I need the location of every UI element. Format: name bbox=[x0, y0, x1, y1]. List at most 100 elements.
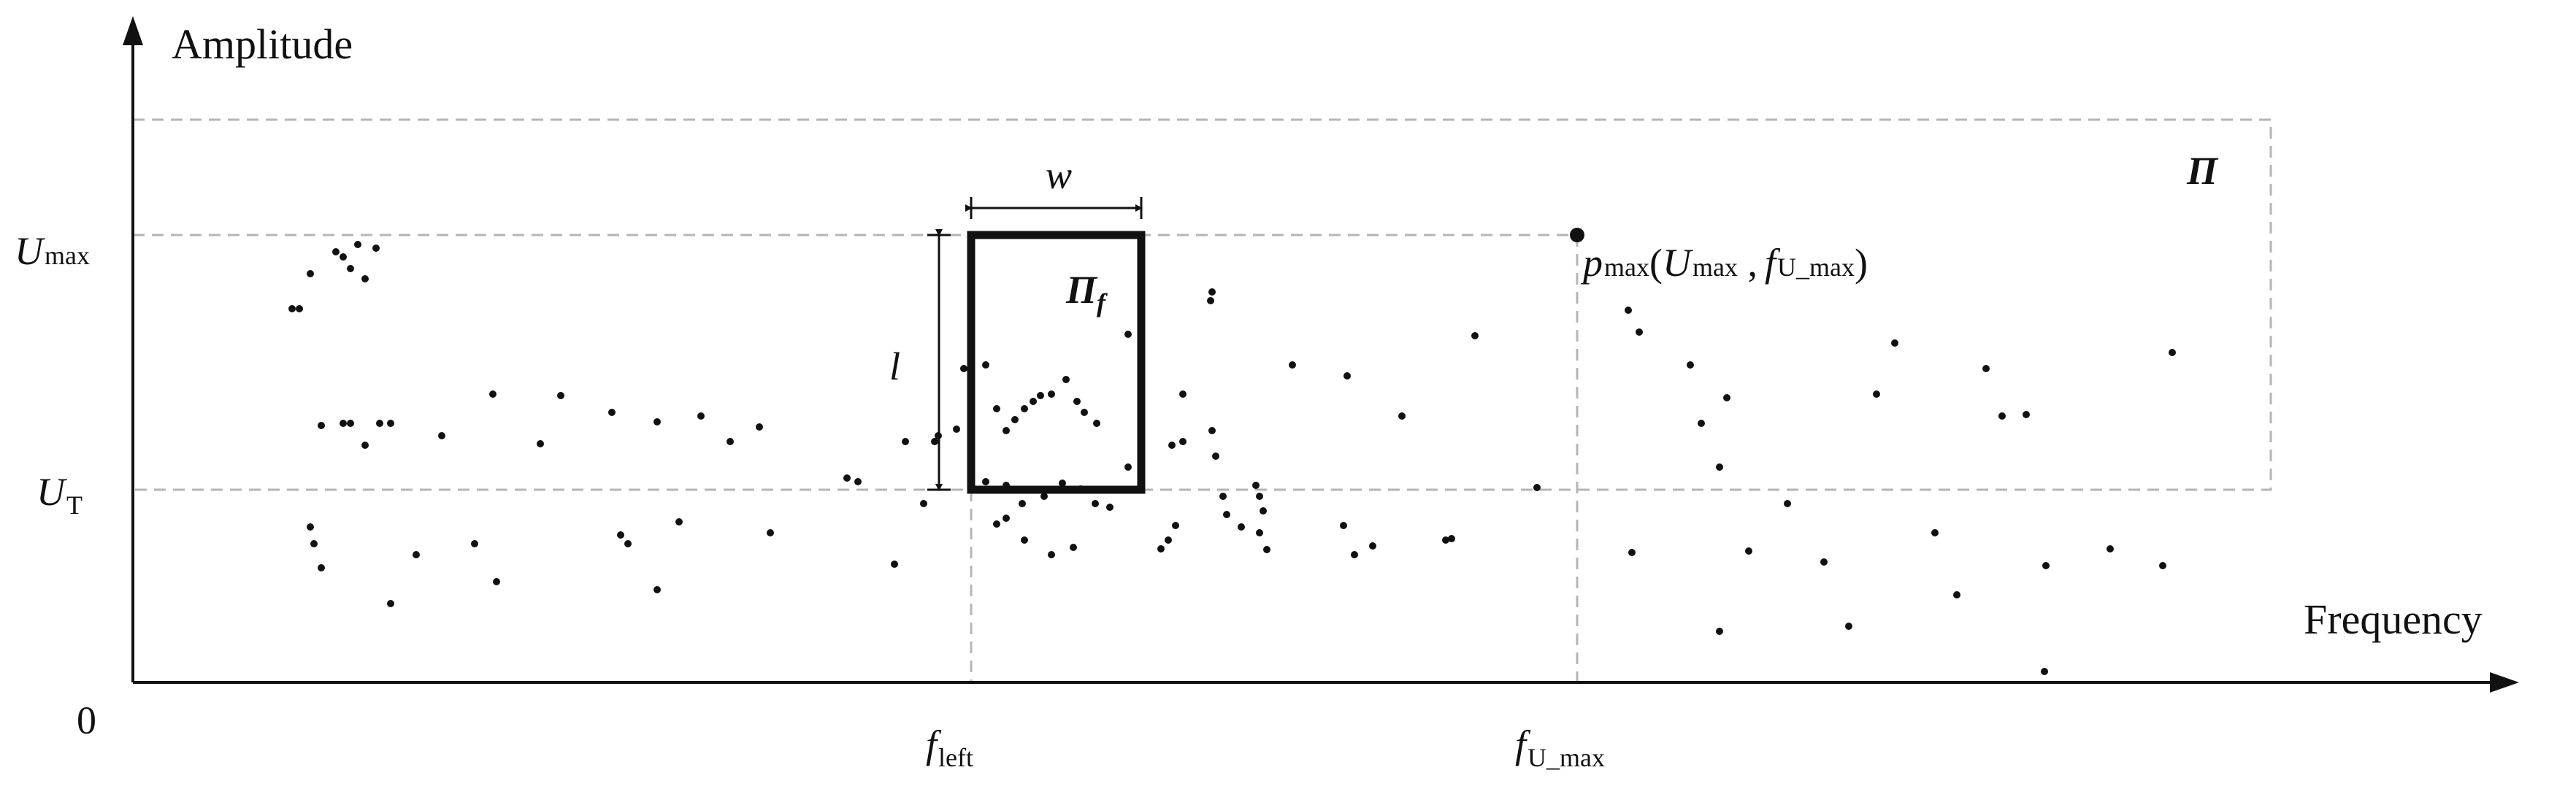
scatter-point bbox=[493, 578, 500, 585]
scatter-point bbox=[1124, 463, 1132, 471]
scatter-point bbox=[347, 265, 354, 272]
scatter-point bbox=[1891, 339, 1898, 347]
scatter-point bbox=[376, 420, 383, 427]
scatter-point bbox=[1048, 551, 1055, 558]
scatter-point bbox=[1124, 331, 1132, 338]
scatter-point bbox=[361, 275, 369, 282]
scatter-point bbox=[982, 361, 989, 369]
sliding-window-rect bbox=[967, 231, 1146, 494]
scatter-point bbox=[1636, 328, 1643, 336]
scatter-point bbox=[1093, 420, 1100, 427]
scatter-point bbox=[1698, 420, 1705, 427]
scatter-point bbox=[1442, 536, 1449, 544]
scatter-point bbox=[387, 420, 394, 427]
pi-region-border bbox=[131, 118, 2272, 491]
scatter-point bbox=[1873, 390, 1880, 398]
scatter-point bbox=[340, 420, 347, 427]
scatter-point bbox=[347, 420, 354, 427]
scatter-point bbox=[1723, 394, 1730, 401]
x-axis-arrow-icon bbox=[2490, 672, 2519, 693]
scatter-point bbox=[1157, 545, 1165, 552]
scatter-point bbox=[1179, 390, 1187, 398]
scatter-point bbox=[1252, 482, 1260, 489]
scatter-point bbox=[843, 474, 851, 482]
scatter-point bbox=[318, 564, 325, 571]
scatter-point bbox=[1845, 623, 1852, 630]
scatter-point bbox=[288, 305, 296, 312]
scatter-point bbox=[537, 440, 544, 447]
scatter-point bbox=[413, 551, 420, 558]
scatter-point bbox=[1256, 529, 1263, 536]
x-axis-title: Frequency bbox=[2304, 596, 2483, 643]
scatter-point bbox=[1073, 398, 1081, 405]
scatter-point bbox=[307, 523, 314, 531]
scatter-point bbox=[2041, 668, 2048, 675]
scatter-point bbox=[1716, 628, 1723, 635]
scatter-point bbox=[653, 586, 661, 593]
scatter-point bbox=[1931, 529, 1939, 536]
umax-label: Umax bbox=[15, 229, 90, 273]
scatter-point bbox=[1207, 297, 1214, 304]
scatter-point bbox=[1021, 536, 1028, 544]
scatter-point bbox=[1062, 376, 1070, 383]
scatter-point bbox=[438, 432, 445, 439]
scatter-point bbox=[675, 518, 683, 525]
scatter-point bbox=[2169, 349, 2176, 356]
fleft-label: fleft bbox=[926, 723, 973, 772]
pi-region-label: Π bbox=[2186, 149, 2219, 193]
scatter-point bbox=[1070, 544, 1077, 551]
scatter-point bbox=[2159, 562, 2166, 569]
dashed-guides bbox=[131, 118, 2272, 682]
scatter-point bbox=[1953, 591, 1960, 598]
scatter-point bbox=[902, 438, 909, 445]
height-label: l bbox=[889, 344, 900, 388]
scatter-point bbox=[993, 405, 1000, 412]
scatter-point bbox=[354, 241, 361, 248]
scatter-point bbox=[1260, 507, 1267, 515]
scatter-point bbox=[307, 270, 314, 277]
scatter-point bbox=[1081, 409, 1088, 416]
scatter-point bbox=[1820, 558, 1828, 566]
scatter-point bbox=[2042, 562, 2050, 569]
scatter-point bbox=[617, 531, 624, 539]
scatter-point bbox=[1398, 412, 1406, 420]
scatter-point bbox=[1351, 551, 1358, 558]
scatter-point bbox=[1168, 442, 1176, 449]
scatter-point bbox=[854, 478, 862, 485]
scatter-point bbox=[1003, 515, 1010, 522]
scatter-point bbox=[767, 529, 774, 536]
scatter-point bbox=[361, 442, 369, 449]
scatter-point bbox=[653, 418, 661, 426]
scatter-point bbox=[1982, 365, 1990, 372]
scatter-point bbox=[960, 365, 967, 372]
scatter-point bbox=[1219, 493, 1227, 500]
scatter-point bbox=[953, 426, 960, 433]
scatter-point bbox=[1223, 511, 1230, 518]
scatter-point bbox=[310, 540, 318, 547]
scatter-point bbox=[1263, 546, 1270, 553]
scatter-point bbox=[1471, 332, 1479, 339]
scatter-point bbox=[2107, 545, 2114, 552]
scatter-point bbox=[332, 248, 340, 255]
y-axis-arrow-icon bbox=[123, 16, 143, 45]
scatter-point bbox=[1343, 372, 1351, 380]
width-label: w bbox=[1046, 153, 1072, 197]
scatter-point bbox=[1340, 522, 1347, 529]
scatter-point bbox=[1011, 416, 1019, 423]
scatter-point bbox=[1784, 500, 1791, 507]
scatter-point bbox=[471, 540, 478, 547]
scatter-point bbox=[1289, 361, 1296, 369]
peak-point-marker bbox=[1570, 228, 1584, 242]
scatter-point bbox=[982, 478, 989, 485]
scatter-point bbox=[1625, 307, 1632, 314]
scatter-point bbox=[1037, 392, 1044, 399]
scatter-point bbox=[1716, 463, 1723, 471]
scatter-point bbox=[993, 520, 1000, 528]
scatter-point bbox=[340, 253, 347, 261]
y-axis-title: Amplitude bbox=[172, 20, 353, 68]
scatter-point bbox=[372, 245, 380, 252]
scatter-point bbox=[1628, 549, 1636, 556]
scatter-point bbox=[1172, 522, 1179, 529]
scatter-point bbox=[489, 390, 497, 398]
